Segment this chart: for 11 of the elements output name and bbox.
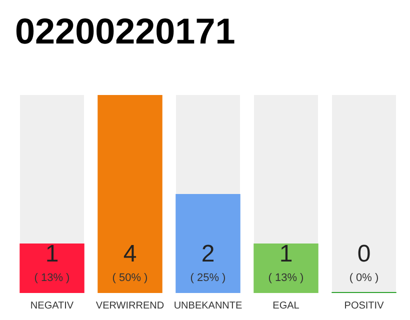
data-label: 0 ( 0% ) [349, 240, 379, 284]
x-tick-label: EGAL [272, 300, 300, 312]
data-label: 4 ( 50% ) [112, 240, 148, 284]
data-label: 1 ( 13% ) [34, 240, 70, 284]
x-tick-label: VERWIRREND [96, 300, 164, 312]
data-label: 1 ( 13% ) [268, 240, 304, 284]
x-tick-label: POSITIV [344, 300, 384, 312]
chart-title: 02200220171 [15, 10, 236, 52]
x-tick-label: UNBEKANNTE [174, 300, 242, 312]
data-label: 2 ( 25% ) [190, 240, 226, 284]
x-tick-label: NEGATIV [30, 300, 74, 312]
